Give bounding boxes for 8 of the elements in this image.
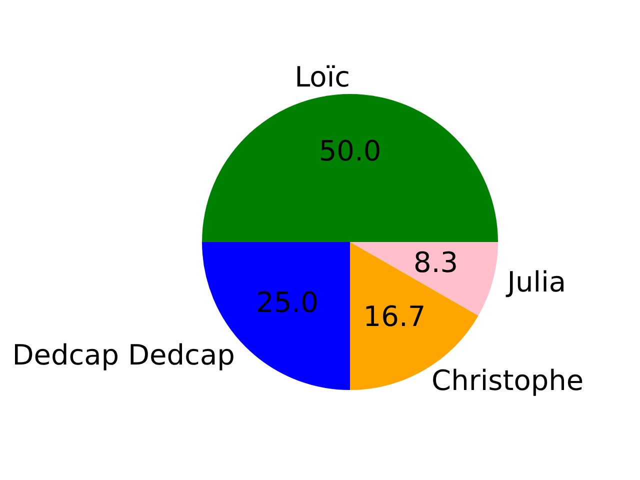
slice-label: Dedcap Dedcap <box>12 338 235 372</box>
slice-label: Christophe <box>432 364 584 398</box>
data-label: 8.3 <box>414 246 458 280</box>
slice-label: Julia <box>505 265 566 298</box>
data-label: 16.7 <box>363 300 426 334</box>
slice-label: Loïc <box>294 60 350 94</box>
data-label: 25.0 <box>256 286 318 320</box>
data-label: 50.0 <box>318 134 382 168</box>
